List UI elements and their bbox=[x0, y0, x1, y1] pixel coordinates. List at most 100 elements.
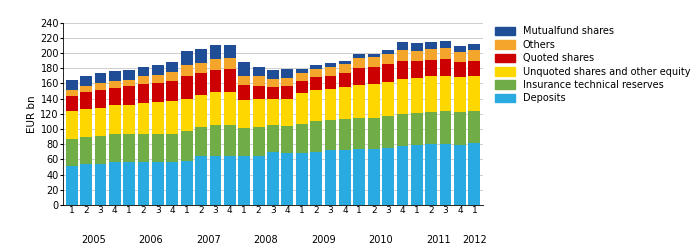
Bar bbox=[382, 116, 394, 148]
Bar bbox=[209, 156, 221, 205]
Y-axis label: EUR bn: EUR bn bbox=[27, 95, 37, 132]
Bar bbox=[94, 83, 106, 90]
Bar bbox=[109, 162, 120, 205]
Bar bbox=[253, 67, 265, 76]
Bar bbox=[281, 86, 293, 99]
Bar bbox=[80, 76, 92, 86]
Text: 2006: 2006 bbox=[139, 235, 163, 245]
Bar bbox=[195, 74, 207, 95]
Bar bbox=[94, 136, 106, 164]
Bar bbox=[468, 50, 480, 60]
Bar bbox=[411, 43, 423, 51]
Bar bbox=[468, 144, 480, 205]
Bar bbox=[209, 125, 221, 156]
Bar bbox=[296, 124, 308, 153]
Bar bbox=[123, 86, 135, 104]
Bar bbox=[440, 144, 452, 205]
Bar bbox=[152, 82, 164, 102]
Bar bbox=[224, 69, 236, 92]
Bar bbox=[454, 145, 466, 205]
Bar bbox=[310, 121, 322, 152]
Bar bbox=[80, 164, 92, 205]
Bar bbox=[354, 118, 365, 150]
Bar bbox=[468, 112, 480, 144]
Bar bbox=[339, 60, 351, 64]
Bar bbox=[310, 77, 322, 90]
Bar bbox=[325, 66, 337, 76]
Bar bbox=[138, 103, 149, 134]
Text: 2005: 2005 bbox=[80, 235, 106, 245]
Bar bbox=[382, 54, 394, 64]
Bar bbox=[354, 85, 365, 118]
Bar bbox=[382, 82, 394, 116]
Bar bbox=[167, 101, 178, 134]
Bar bbox=[152, 102, 164, 134]
Bar bbox=[167, 72, 178, 81]
Bar bbox=[296, 153, 308, 205]
Bar bbox=[80, 92, 92, 109]
Bar bbox=[66, 90, 78, 96]
Bar bbox=[368, 67, 379, 84]
Bar bbox=[325, 120, 337, 150]
Bar bbox=[325, 63, 337, 66]
Bar bbox=[253, 156, 265, 205]
Bar bbox=[123, 134, 135, 162]
Bar bbox=[281, 69, 293, 78]
Bar bbox=[354, 58, 365, 68]
Bar bbox=[238, 85, 250, 100]
Bar bbox=[209, 45, 221, 59]
Bar bbox=[123, 162, 135, 205]
Bar bbox=[426, 60, 437, 76]
Bar bbox=[325, 150, 337, 205]
Bar bbox=[411, 78, 423, 113]
Bar bbox=[368, 118, 379, 149]
Bar bbox=[195, 156, 207, 205]
Bar bbox=[454, 77, 466, 112]
Bar bbox=[354, 68, 365, 85]
Text: 2010: 2010 bbox=[369, 235, 393, 245]
Bar bbox=[339, 64, 351, 74]
Bar bbox=[281, 126, 293, 153]
Bar bbox=[339, 87, 351, 119]
Bar bbox=[152, 134, 164, 162]
Bar bbox=[138, 66, 149, 76]
Bar bbox=[224, 92, 236, 125]
Bar bbox=[382, 50, 394, 54]
Bar bbox=[440, 76, 452, 112]
Bar bbox=[281, 98, 293, 126]
Bar bbox=[181, 76, 192, 98]
Bar bbox=[426, 49, 437, 60]
Text: 2011: 2011 bbox=[426, 235, 451, 245]
Bar bbox=[368, 149, 379, 205]
Bar bbox=[152, 75, 164, 82]
Bar bbox=[382, 148, 394, 205]
Bar bbox=[138, 134, 149, 162]
Bar bbox=[238, 100, 250, 128]
Bar bbox=[209, 59, 221, 70]
Bar bbox=[66, 112, 78, 139]
Bar bbox=[238, 128, 250, 156]
Bar bbox=[195, 128, 207, 156]
Bar bbox=[94, 108, 106, 136]
Bar bbox=[281, 153, 293, 205]
Bar bbox=[382, 64, 394, 82]
Bar bbox=[296, 93, 308, 124]
Bar bbox=[397, 50, 408, 60]
Text: 2012: 2012 bbox=[462, 235, 486, 245]
Bar bbox=[454, 62, 466, 77]
Bar bbox=[66, 166, 78, 205]
Bar bbox=[325, 76, 337, 89]
Bar bbox=[468, 44, 480, 50]
Bar bbox=[195, 63, 207, 74]
Bar bbox=[181, 65, 192, 76]
Bar bbox=[253, 76, 265, 86]
Bar bbox=[397, 42, 408, 50]
Bar bbox=[267, 79, 279, 87]
Bar bbox=[167, 134, 178, 162]
Bar bbox=[80, 136, 92, 164]
Bar bbox=[167, 62, 178, 72]
Bar bbox=[66, 96, 78, 112]
Bar bbox=[368, 84, 379, 117]
Bar bbox=[310, 69, 322, 77]
Bar bbox=[267, 87, 279, 99]
